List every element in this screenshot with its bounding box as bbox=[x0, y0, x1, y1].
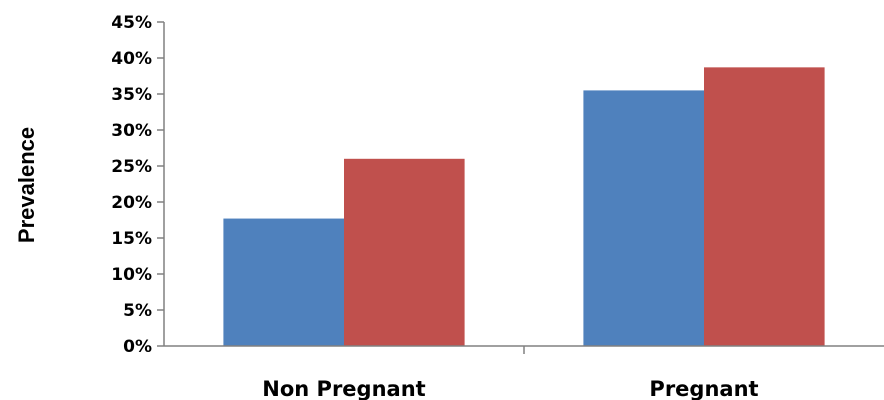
x-category-label: Pregnant bbox=[649, 377, 758, 400]
y-tick-label: 25% bbox=[111, 157, 152, 177]
y-tick-label: 35% bbox=[111, 85, 152, 105]
y-axis-label: Prevalence bbox=[14, 127, 39, 243]
y-tick-label: 0% bbox=[123, 337, 152, 357]
y-tick-label: 10% bbox=[111, 265, 152, 285]
bar-non-pregnant-series-1 bbox=[223, 218, 344, 346]
y-tick-label: 20% bbox=[111, 193, 152, 213]
y-tick-label: 45% bbox=[111, 13, 152, 33]
y-tick-label: 15% bbox=[111, 229, 152, 249]
y-tick-label: 30% bbox=[111, 121, 152, 141]
bar-pregnant-series-2 bbox=[704, 67, 825, 347]
x-category-label: Non Pregnant bbox=[262, 377, 425, 400]
y-tick-label: 5% bbox=[123, 301, 152, 321]
bar-non-pregnant-series-2 bbox=[344, 158, 465, 346]
y-tick-label: 40% bbox=[111, 49, 152, 69]
plot-area: 0% 5% 10% 15% 20% 25% 30% 35% 40% 45% Non Pregnant… bbox=[111, 13, 884, 400]
bar-pregnant-series-1 bbox=[583, 90, 704, 347]
